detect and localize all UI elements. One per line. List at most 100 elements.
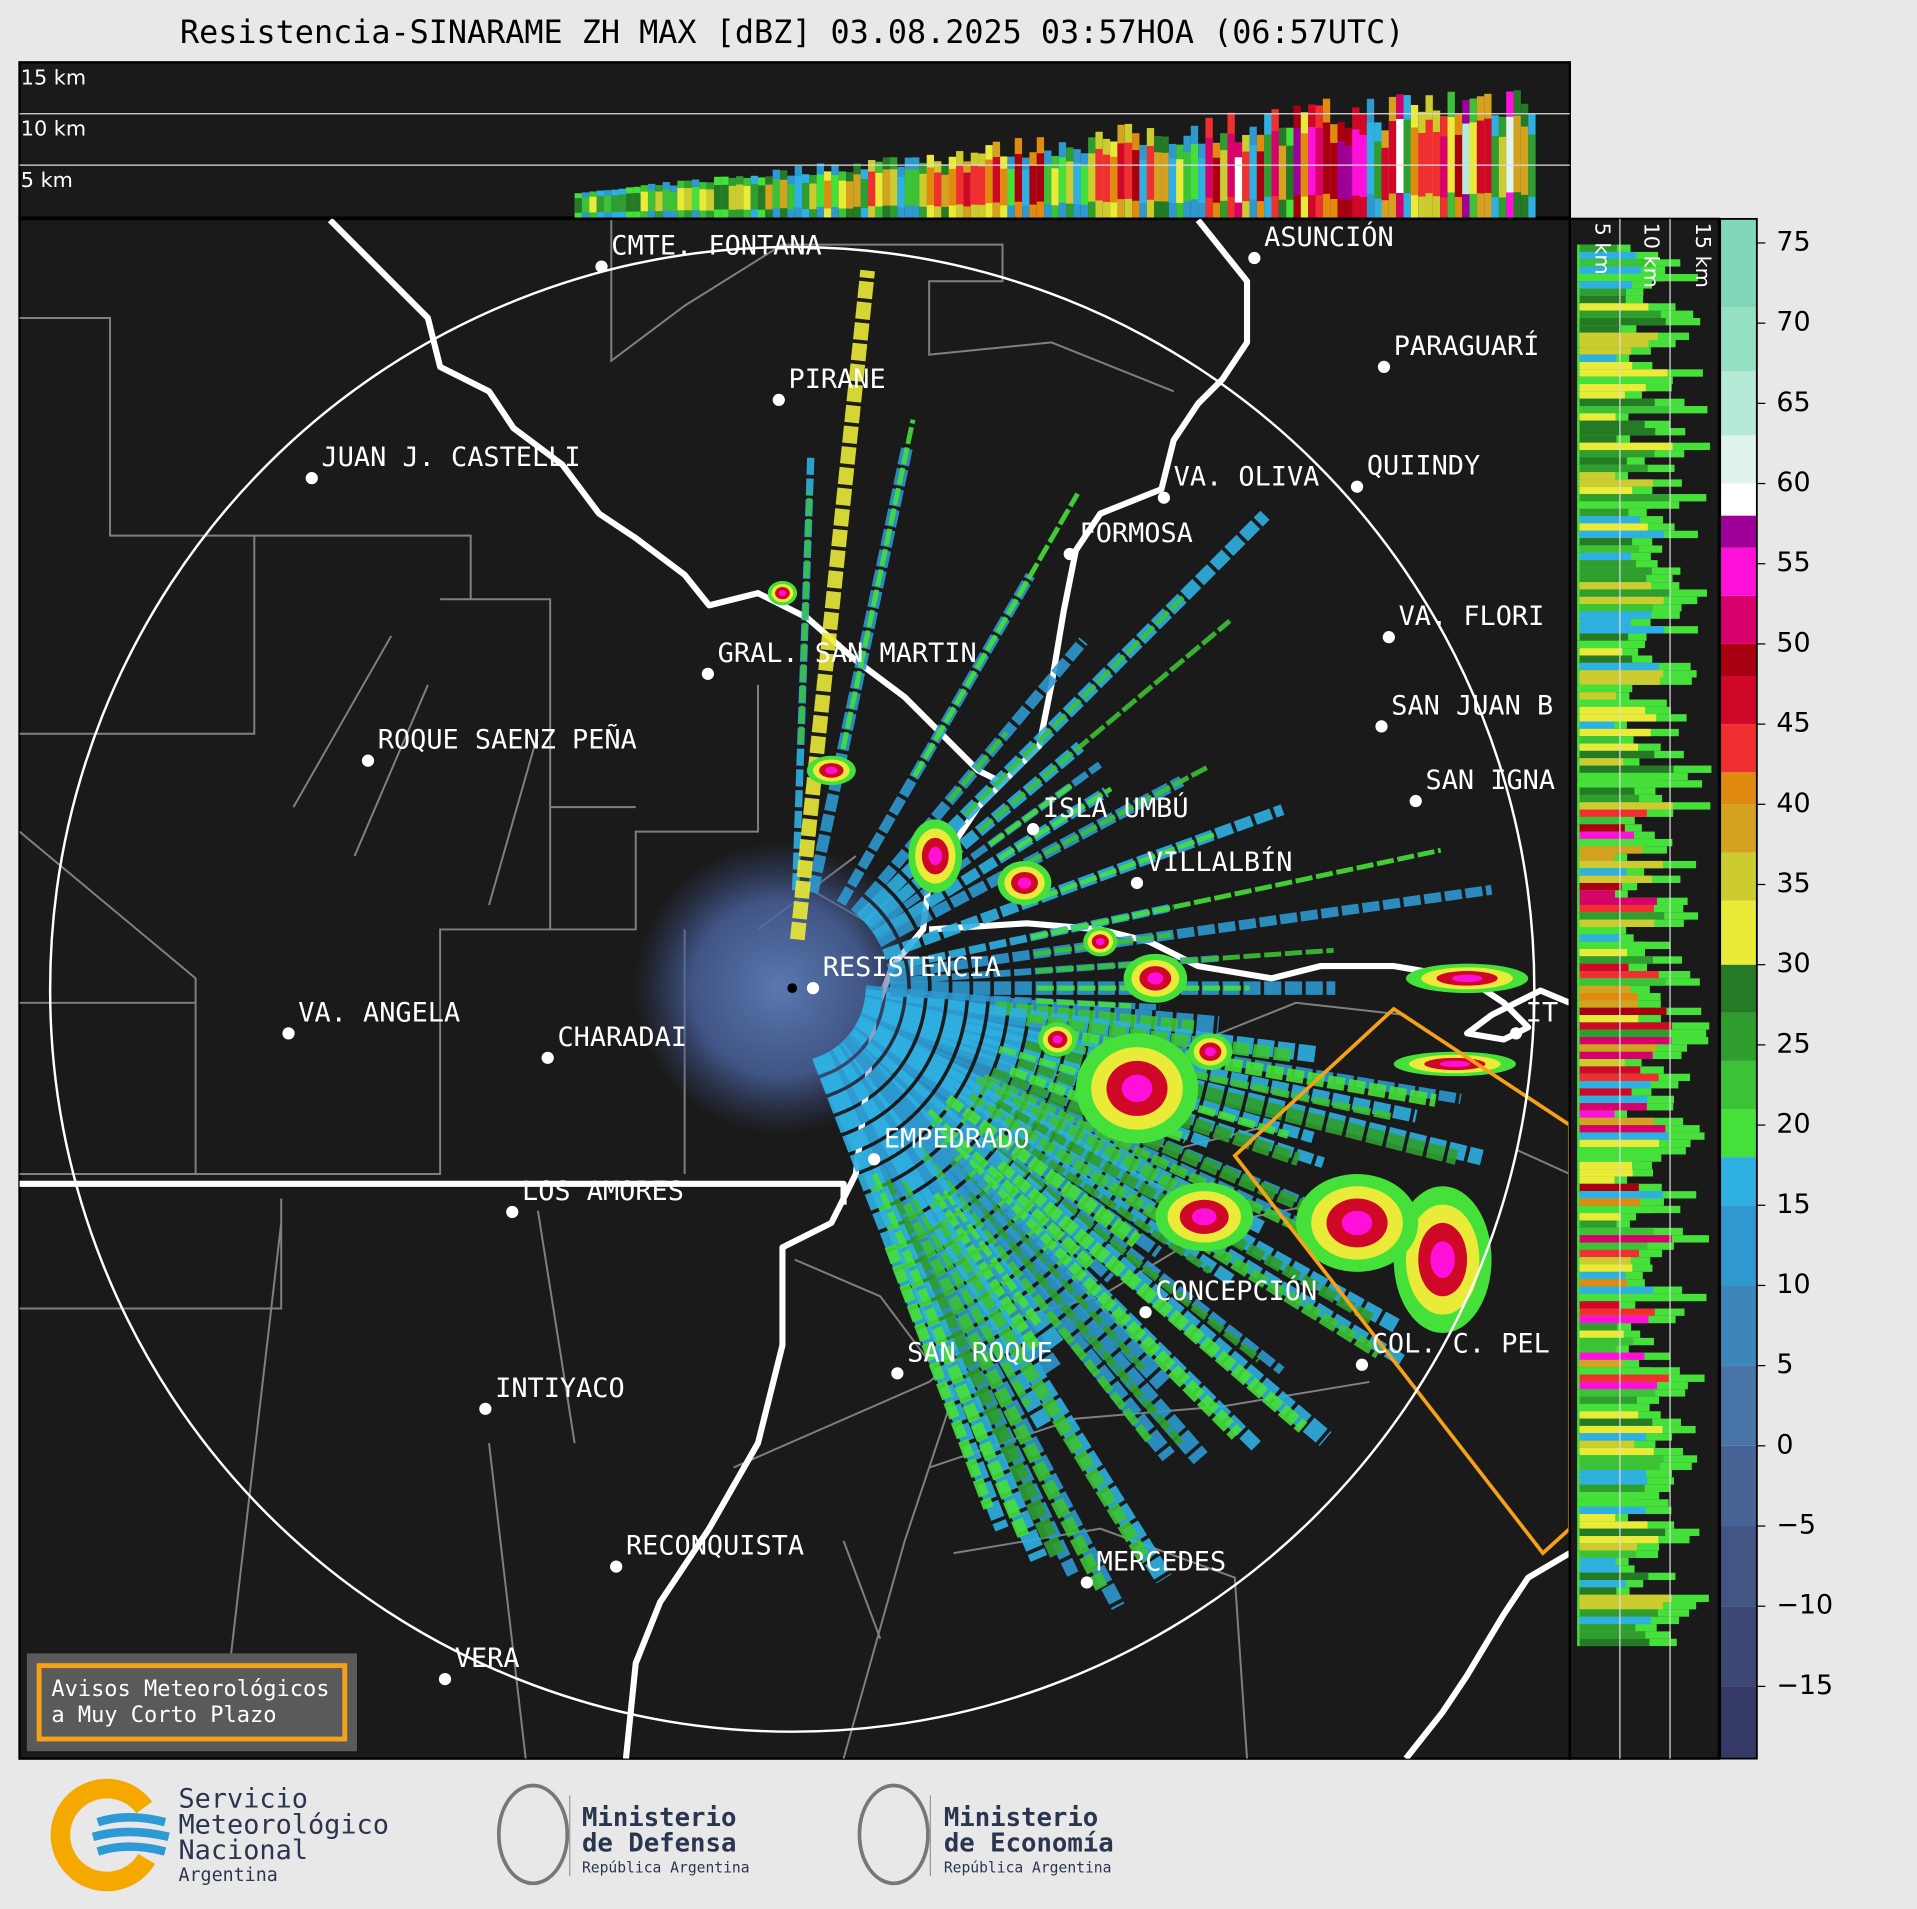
side-echo [1579,259,1652,267]
profile-echo [970,165,979,205]
profile-echo [802,182,810,209]
colorbar-band [1720,218,1757,308]
side-echo [1579,1000,1639,1008]
side-echo [1579,273,1665,282]
profile-echo [1476,120,1485,194]
side-echo [1579,1227,1654,1236]
side-echo [1579,1367,1652,1375]
side-echo [1579,1352,1645,1360]
side-echo [1579,824,1625,832]
colorbar-tick-label: 35 [1776,868,1810,899]
profile-echo [1066,161,1074,204]
side-echo [1579,435,1617,443]
side-echo [1579,464,1648,473]
profile-echo [1344,145,1353,200]
side-echo [1579,376,1647,385]
side-echo [1579,1029,1670,1038]
side-echo [1579,530,1665,539]
city-dot [1350,480,1364,493]
colorbar-band [1720,483,1757,516]
profile-echo [1491,135,1499,198]
logo-subtitle: República Argentina [582,1860,750,1877]
side-echo [1579,1271,1626,1280]
profile-echo [897,176,905,208]
side-echo [1579,1235,1672,1243]
profile-echo [691,187,700,211]
city-label: COL. C. PEL [1372,1329,1550,1360]
coat-of-arms [496,1783,570,1886]
city-label: INTIYACO [495,1373,625,1404]
side-echo [1579,714,1657,722]
colorbar-band [1720,804,1757,853]
side-echo [1579,325,1622,333]
colorbar-band [1720,307,1757,372]
logo-text: Servicio [178,1784,308,1815]
cities: CMTE. FONTANA PIRANE JUAN J. CASTELLI ASUNC… [282,221,1558,1686]
echo-ray [790,269,875,941]
side-echo [1579,1491,1637,1500]
echo-ray [820,1049,1125,1610]
side-echo [1579,1249,1640,1258]
side-echo [1579,1198,1641,1206]
side-echo [1579,1484,1645,1492]
city-label: EMPEDRADO [884,1123,1030,1154]
profile-echo [1117,143,1125,200]
side-echo [1579,670,1664,678]
profile-echo [985,159,993,204]
profile-echo [1198,158,1206,203]
side-echo [1579,1125,1666,1133]
side-echo [1579,831,1634,839]
profile-echo [625,193,634,212]
side-echo [1579,1345,1616,1353]
storm-cell [1192,1208,1217,1226]
profile-echo [574,198,582,213]
profile-echo [1520,126,1529,195]
colorbar-band [1720,1012,1757,1061]
echo-ray [888,884,1493,980]
echo-ray [1035,947,1334,974]
side-echo [1579,1139,1659,1148]
side-echo [1579,1337,1634,1346]
side-echo [1579,772,1658,781]
profile-echo [1102,154,1111,202]
side-echo [1579,1381,1658,1390]
side-echo [1579,472,1616,480]
side-echo [1579,251,1637,260]
colorbar-band [1720,964,1757,1013]
side-echo [1579,1374,1669,1382]
storm-cell [825,766,838,775]
side-echo [1579,428,1656,436]
side-echo [1579,743,1639,751]
side-echo [1579,1499,1644,1507]
city-label: IT [1526,997,1558,1028]
echo-ray [912,492,1080,778]
city-dot [868,1153,881,1166]
echo-ray [988,783,1074,847]
side-echo [1579,699,1643,707]
storm-cell [1017,877,1032,889]
colorbar: −15 −10 −5 0 5 10 15 20 25 30 35 40 45 50 55 60 65 70 75 [1720,218,1833,1759]
city-dot [701,667,714,680]
storm-cell [1147,972,1164,985]
colorbar-band [1720,435,1757,484]
city-dot [541,1051,554,1064]
side-echo [1579,882,1622,891]
city-dot [1157,491,1171,504]
storm-cell [778,590,787,597]
side-echo [1579,288,1626,296]
profile-echo [647,190,656,211]
city-dot [361,754,375,767]
city-label: ISLA UMBÚ [1043,792,1189,824]
profile-echo [684,188,692,211]
side-echo [1579,978,1666,986]
logo-subtitle: Argentina [178,1865,277,1886]
profile-echo [919,173,927,207]
profile-echo [581,197,590,213]
city-label: VA. OLIVA [1174,462,1320,493]
side-echo [1579,728,1651,737]
side-echo [1579,589,1671,597]
city-label: RECONQUISTA [626,1531,804,1562]
city-dot [1382,631,1395,644]
